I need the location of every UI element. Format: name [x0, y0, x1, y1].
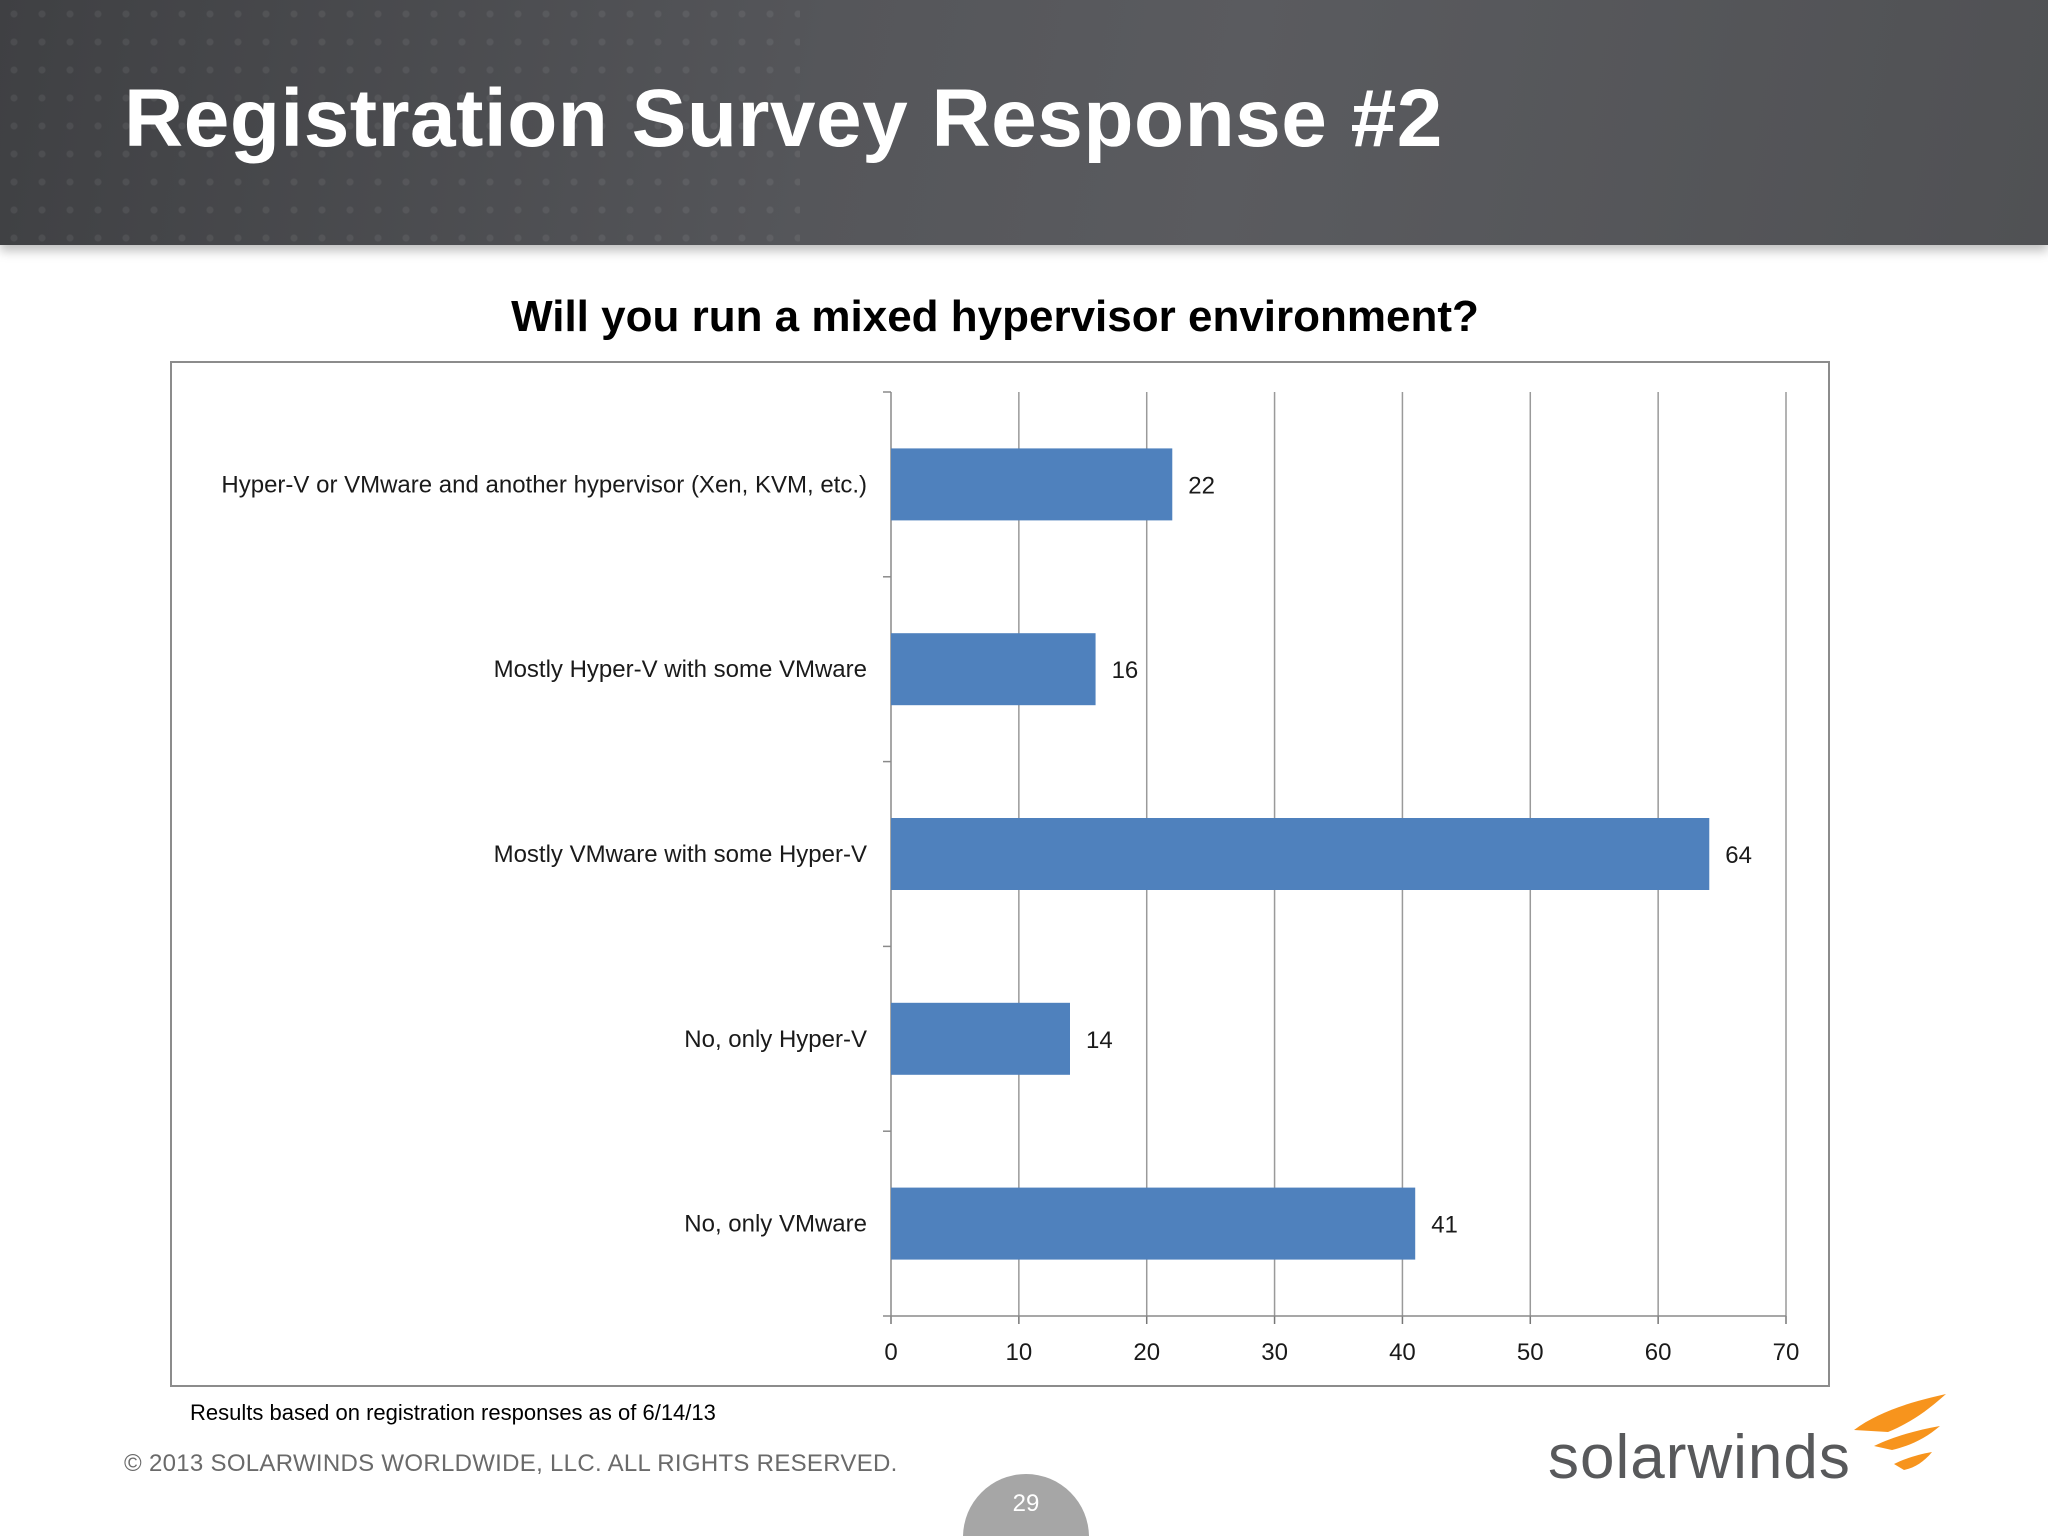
data-label: 16 — [1112, 657, 1139, 684]
x-tick-label: 70 — [1773, 1339, 1800, 1366]
page-number: 29 — [1012, 1490, 1040, 1517]
title-bar-texture — [0, 0, 800, 245]
logo-flame-icon — [1854, 1394, 1946, 1470]
labels: 0 10 20 30 40 50 60 70 Hyper-V or VMware and ano… — [221, 471, 1799, 1366]
category-label: No, only VMware — [684, 1211, 867, 1238]
chart-title: Will you run a mixed hypervisor environm… — [511, 292, 1479, 341]
slide-title: Registration Survey Response #2 — [124, 73, 1443, 164]
bar — [891, 1002, 1070, 1075]
data-label: 64 — [1725, 842, 1752, 869]
bar — [891, 1187, 1416, 1260]
x-tick-label: 40 — [1389, 1339, 1416, 1366]
solarwinds-logo: solarwinds — [1548, 1392, 1948, 1502]
x-tick-label: 30 — [1261, 1339, 1288, 1366]
bar — [891, 818, 1710, 890]
footnote: Results based on registration responses … — [190, 1400, 716, 1425]
category-label: Mostly VMware with some Hyper-V — [494, 841, 867, 868]
bar — [891, 633, 1096, 706]
x-tick-label: 20 — [1133, 1339, 1160, 1366]
logo-wordmark: solarwinds — [1548, 1423, 1851, 1492]
x-tick-label: 60 — [1645, 1339, 1672, 1366]
data-label: 14 — [1086, 1027, 1113, 1054]
data-label: 41 — [1431, 1212, 1458, 1239]
bars — [891, 448, 1710, 1260]
x-tick-label: 50 — [1517, 1339, 1544, 1366]
bar — [891, 448, 1173, 521]
category-label: Hyper-V or VMware and another hypervisor… — [221, 471, 867, 498]
data-label: 22 — [1188, 472, 1215, 499]
x-tick-label: 0 — [884, 1339, 897, 1366]
category-label: Mostly Hyper-V with some VMware — [494, 656, 867, 683]
copyright-notice: © 2013 SOLARWINDS WORLDWIDE, LLC. ALL RI… — [124, 1450, 898, 1477]
category-label: No, only Hyper-V — [684, 1026, 867, 1053]
title-bar: Registration Survey Response #2 — [0, 0, 2048, 245]
x-tick-label: 10 — [1006, 1339, 1033, 1366]
